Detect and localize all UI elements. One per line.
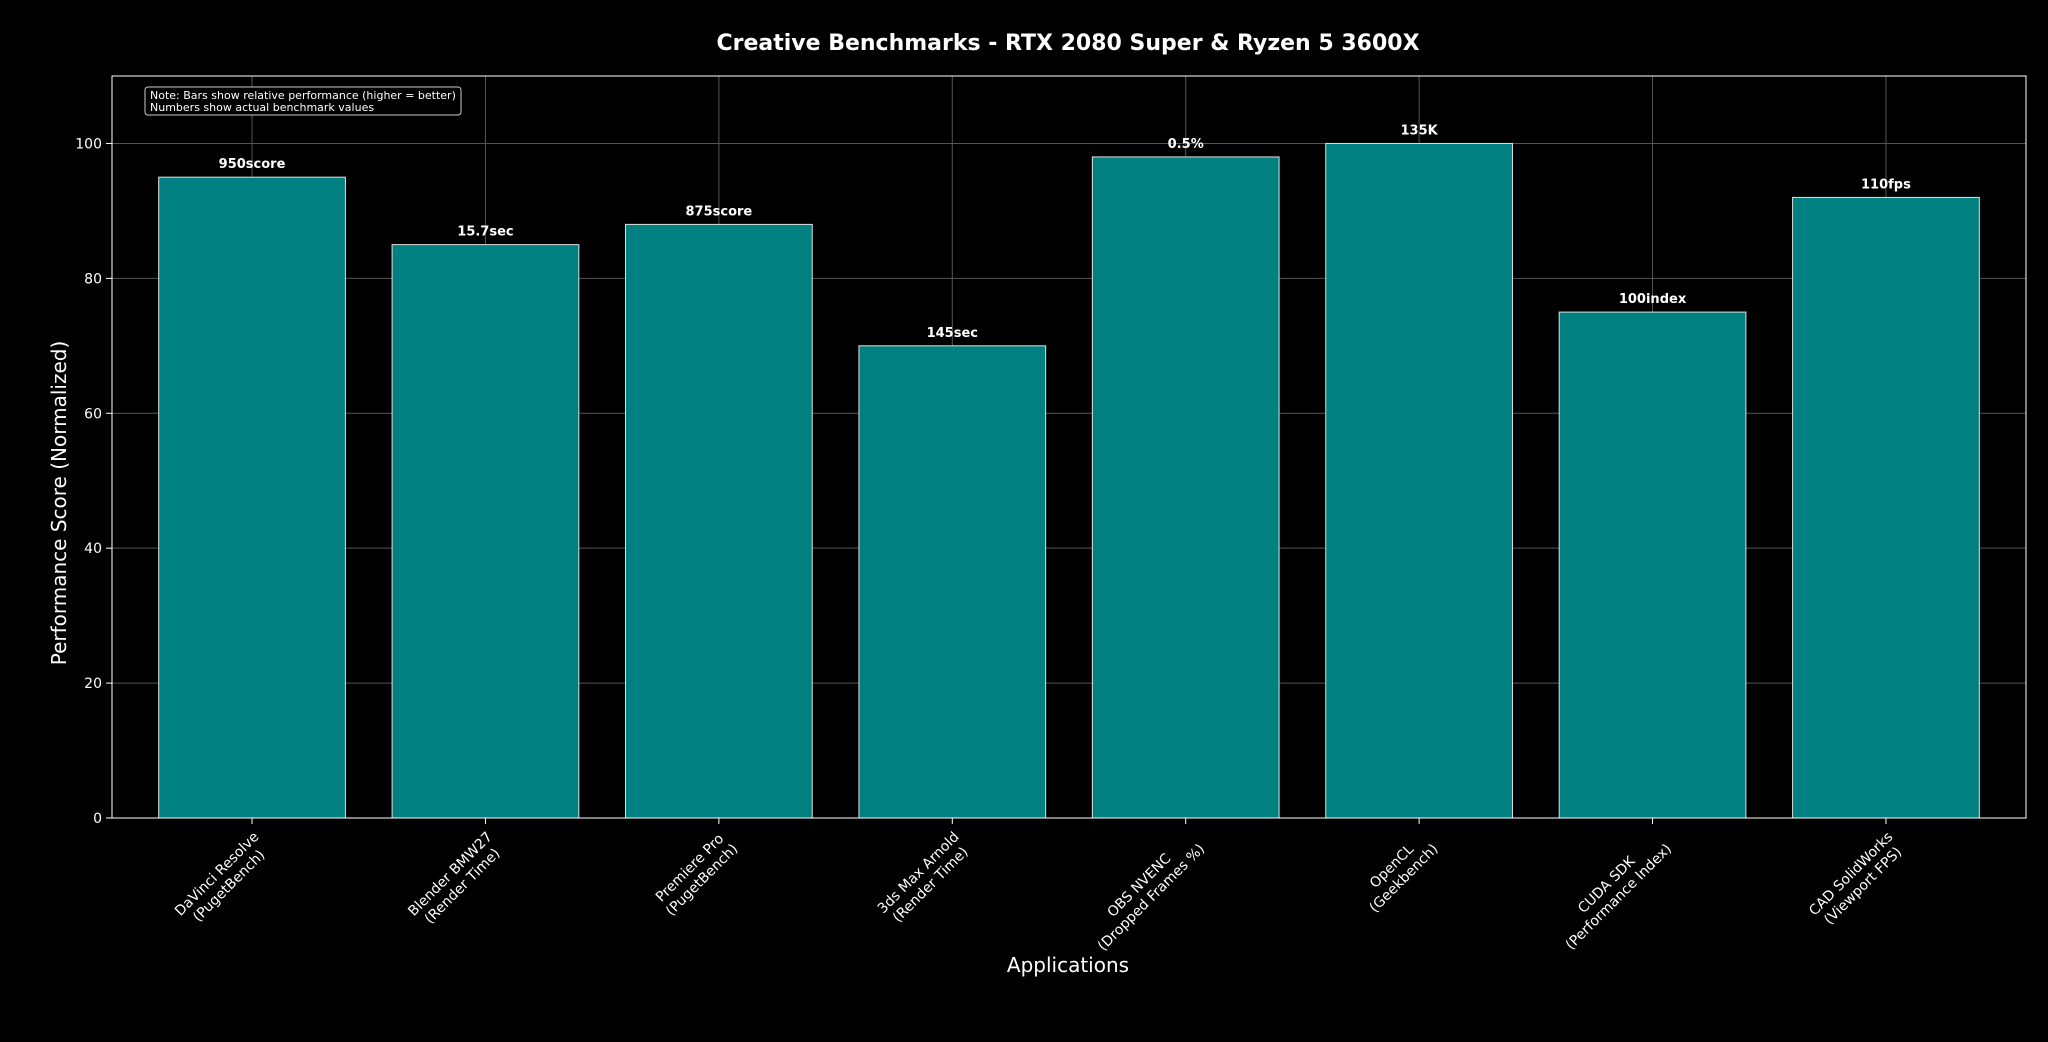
data-labels: 950score 15.7sec 875score 145sec 0.5% 135K 100… <box>219 123 1911 340</box>
bar-value-label: 135K <box>1401 123 1439 138</box>
bar <box>1091 156 1280 819</box>
y-tick-label: 0 <box>93 811 102 827</box>
x-axis-label: Applications <box>1007 953 1129 977</box>
bar <box>1558 311 1747 819</box>
bar <box>1325 142 1513 819</box>
y-tick-label: 100 <box>75 136 102 152</box>
bar-value-label: 15.7sec <box>457 225 513 240</box>
note-box-frame <box>144 86 462 116</box>
chart-title: Creative Benchmarks - RTX 2080 Super & R… <box>716 31 1419 56</box>
note-line-2: Numbers show actual benchmark values <box>150 101 374 114</box>
y-axis-ticks: 0 20 40 60 80 100 <box>75 136 112 827</box>
plot-frame <box>111 75 2027 819</box>
y-axis-label: Performance Score (Normalized) <box>47 341 71 666</box>
bar-value-label: 110fps <box>1861 177 1911 192</box>
bar-value-label: 875score <box>686 204 753 219</box>
note-line-1: Note: Bars show relative performance (hi… <box>150 89 456 102</box>
bar <box>391 244 580 819</box>
bar <box>158 176 346 819</box>
bars <box>158 142 1980 819</box>
y-tick-label: 60 <box>84 406 102 422</box>
y-tick-label: 80 <box>84 271 102 287</box>
bar-value-label: 0.5% <box>1168 137 1204 152</box>
bar <box>858 345 1047 819</box>
note-box: Note: Bars show relative performance (hi… <box>144 86 462 116</box>
bar <box>625 223 813 819</box>
y-tick-label: 20 <box>84 676 102 692</box>
bar <box>1792 196 1980 819</box>
bar-value-label: 100index <box>1619 292 1687 307</box>
y-tick-label: 40 <box>84 541 102 557</box>
bar-value-label: 145sec <box>927 326 978 341</box>
bar-value-label: 950score <box>219 157 286 172</box>
